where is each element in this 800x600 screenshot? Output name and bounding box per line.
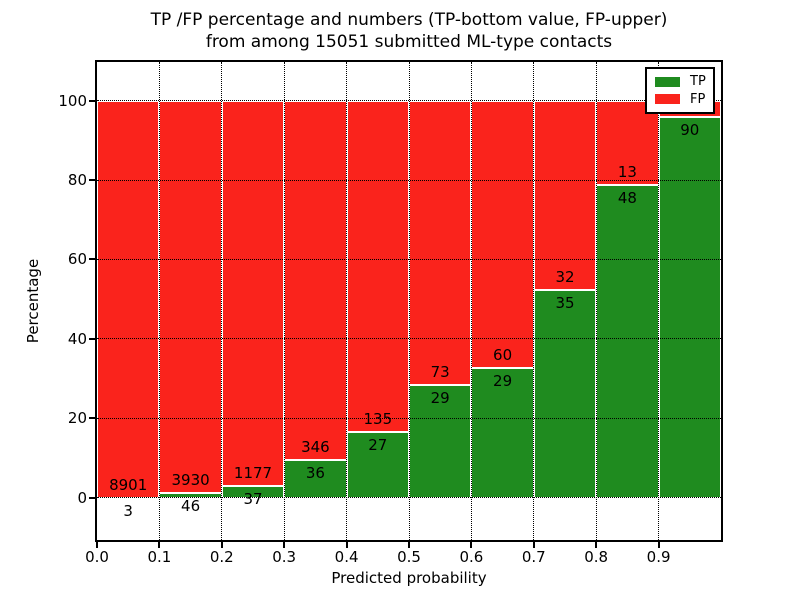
y-tick-label: 60 <box>67 250 87 269</box>
y-tick-mark <box>89 179 95 181</box>
x-tick-mark <box>532 542 535 548</box>
y-tick-label: 40 <box>67 329 87 348</box>
x-tick-label: 0.7 <box>521 548 546 566</box>
x-tick-mark <box>470 542 473 548</box>
vertical-gridline <box>658 62 660 540</box>
vertical-gridline <box>470 62 472 540</box>
x-tick-label: 0.0 <box>85 548 109 566</box>
fp-bar-segment <box>533 100 597 291</box>
tp-bar-segment <box>409 384 472 498</box>
x-tick-mark <box>96 542 98 548</box>
tp-count-label: 48 <box>617 189 637 208</box>
fp-bar-segment <box>471 100 534 369</box>
tp-count-label: 35 <box>555 294 575 313</box>
fp-count-label: 3930 <box>171 471 210 490</box>
tp-count-label: 3 <box>123 501 133 520</box>
vertical-gridline <box>533 62 535 540</box>
x-tick-label: 0.5 <box>397 548 421 566</box>
vertical-gridline <box>346 62 348 540</box>
fp-count-label: 32 <box>555 268 575 287</box>
grid-layer <box>97 62 721 540</box>
x-tick-mark <box>220 542 223 548</box>
vertical-gridline <box>283 62 285 540</box>
y-tick-mark <box>89 258 95 261</box>
vertical-gridline <box>408 62 410 540</box>
y-tick-label: 100 <box>58 91 87 110</box>
y-tick-mark <box>89 99 95 102</box>
x-tick-label: 0.4 <box>334 548 359 566</box>
fp-count-label: 8901 <box>109 475 148 494</box>
fp-bar-segment <box>159 100 222 494</box>
tp-bar-segment <box>221 485 285 498</box>
x-tick-label: 0.1 <box>147 548 172 566</box>
x-tick-mark <box>283 542 286 548</box>
chart-title-line2: from among 15051 submitted ML-type conta… <box>205 32 613 52</box>
x-tick-label: 0.2 <box>209 548 234 566</box>
fp-bar-segment <box>409 100 472 385</box>
legend-swatch-fp <box>655 94 680 105</box>
y-tick-mark <box>89 337 95 340</box>
bars-layer <box>97 62 721 540</box>
fp-count-label: 73 <box>430 362 450 381</box>
y-tick-mark <box>89 496 95 499</box>
fp-bar-segment <box>284 100 347 461</box>
x-tick-label: 0.8 <box>584 548 609 566</box>
legend-row: TP <box>647 75 713 89</box>
tp-count-label: 27 <box>368 435 388 454</box>
fp-bar-segment <box>221 100 285 486</box>
tp-bar-segment <box>596 185 659 498</box>
legend: TP FP <box>645 67 715 114</box>
x-tick-label: 0.9 <box>646 548 671 566</box>
x-axis-label: Predicted probability <box>331 569 487 587</box>
chart-title: TP /FP percentage and numbers (TP-bottom… <box>95 9 723 53</box>
legend-swatch-tp <box>655 76 680 87</box>
tp-bar-segment <box>533 290 597 498</box>
x-tick-label: 0.3 <box>272 548 297 566</box>
x-tick-mark <box>345 542 348 548</box>
x-tick-mark <box>595 542 598 548</box>
tp-count-label: 29 <box>430 388 450 407</box>
y-tick-label: 80 <box>67 171 87 189</box>
fp-count-label: 60 <box>493 346 513 365</box>
fp-bar-segment <box>596 100 659 186</box>
y-tick-label: 20 <box>67 409 87 428</box>
vertical-gridline <box>221 62 223 540</box>
legend-row: FP <box>647 92 713 106</box>
x-tick-mark <box>657 542 660 548</box>
tp-count-label: 29 <box>493 372 513 391</box>
y-tick-label: 0 <box>77 488 87 507</box>
fp-count-label: 1177 <box>233 463 273 482</box>
annotation-layer: 8901 3 3930 46 1177 37 346 36 135 27 73 29 60 29 32 35 1… <box>97 62 721 540</box>
tp-bar-segment <box>658 117 721 498</box>
tp-bar-segment <box>346 431 409 498</box>
x-tick-label: 0.6 <box>459 548 484 566</box>
vertical-gridline <box>158 62 160 540</box>
tp-bar-segment <box>284 460 347 498</box>
tp-bar-segment <box>471 368 534 498</box>
fp-bar-segment <box>346 100 409 432</box>
tp-count-label: 46 <box>181 497 201 516</box>
chart-title-line1: TP /FP percentage and numbers (TP-bottom… <box>150 10 668 30</box>
fp-bar-segment <box>97 100 160 498</box>
x-tick-mark <box>158 542 161 548</box>
fp-count-label: 135 <box>363 409 393 428</box>
vertical-gridline <box>595 62 597 540</box>
fp-count-label: 13 <box>617 163 637 182</box>
legend-label-tp: TP <box>690 74 706 90</box>
legend-label-fp: FP <box>690 91 706 107</box>
plot-area: 8901 3 3930 46 1177 37 346 36 135 27 73 29 60 29 32 35 1… <box>95 60 723 542</box>
fp-count-label: 346 <box>301 438 330 457</box>
tp-count-label: 36 <box>305 464 325 483</box>
tp-count-label: 90 <box>680 121 700 140</box>
x-tick-mark <box>408 542 410 548</box>
y-tick-mark <box>89 417 95 420</box>
tp-count-label: 37 <box>243 489 263 508</box>
